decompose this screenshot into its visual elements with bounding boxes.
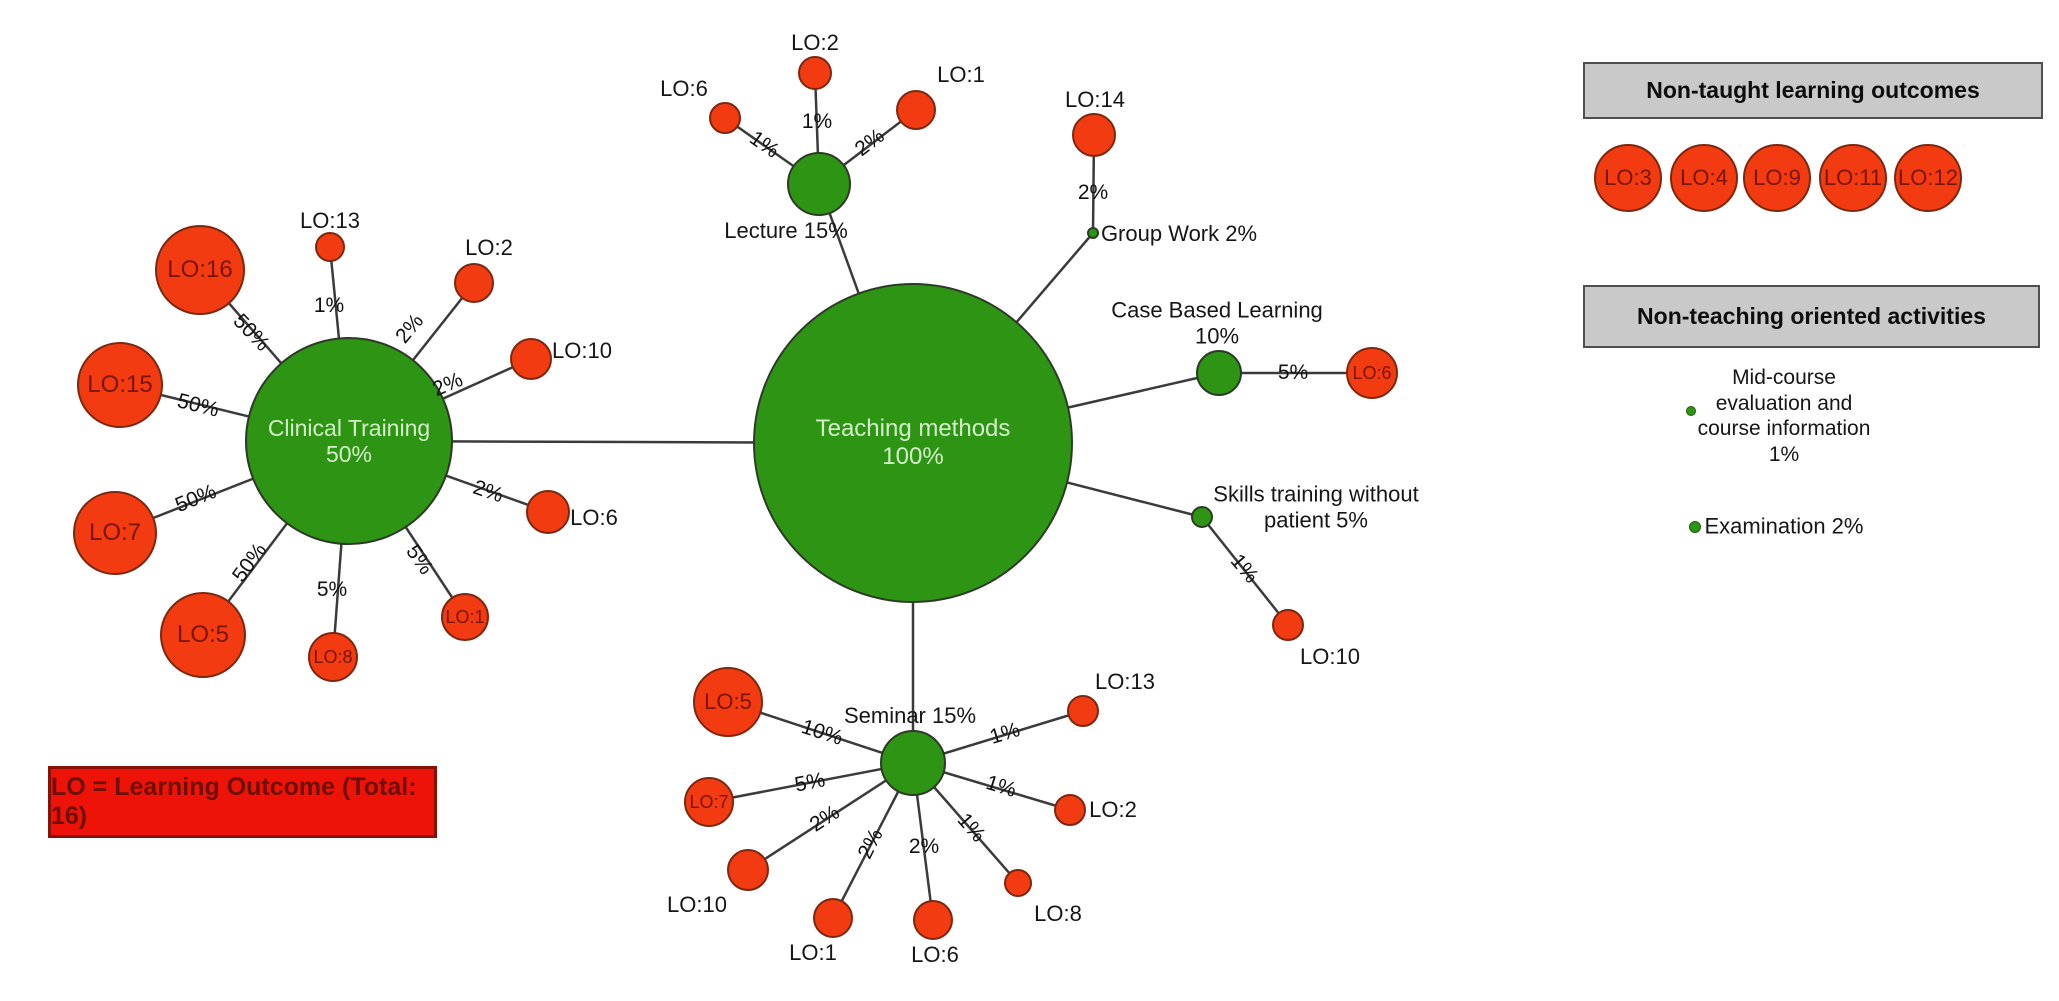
node-label-cl_lo2: LO:2: [465, 234, 513, 260]
node-cl_lo2: [454, 263, 494, 303]
node-nt_4: LO:12: [1894, 144, 1962, 212]
activity-label-1: Examination 2%: [1704, 513, 1864, 539]
node-label-lec_lo1: LO:1: [937, 61, 985, 87]
node-sem_lo10: [727, 849, 769, 891]
node-nt_2: LO:9: [1743, 144, 1811, 212]
node-sem_lo2: [1054, 794, 1086, 826]
edge-percent-label: 5%: [1277, 361, 1309, 384]
node-label-cb_lo6: LO:6: [1352, 362, 1392, 383]
node-sk_lo10: [1272, 609, 1304, 641]
edge-skills-sk_lo10: [1201, 516, 1289, 626]
node-cl_lo6: [526, 490, 570, 534]
node-lecture: [787, 152, 851, 216]
node-sem_lo7: LO:7: [684, 777, 734, 827]
node-label-cl_lo10: LO:10: [552, 337, 612, 363]
edge-percent-label: 1%: [313, 294, 345, 317]
node-label-sem_lo10: LO:10: [667, 891, 727, 917]
node-label-sem_lo7: LO:7: [689, 791, 729, 812]
node-label-cl_lo16: LO:16: [167, 256, 233, 284]
node-cl_lo10: [510, 338, 552, 380]
node-label-cl_lo5: LO:5: [176, 621, 230, 649]
node-label-cl_lo15: LO:15: [87, 371, 153, 399]
node-nt_1: LO:4: [1670, 144, 1738, 212]
node-lo14: [1072, 113, 1116, 157]
node-cl_lo1: LO:1: [441, 593, 489, 641]
node-lec_lo2: [798, 56, 832, 90]
node-seminar: [880, 730, 946, 796]
legend-learning-outcome-total: LO = Learning Outcome (Total: 16): [48, 766, 437, 838]
edge-percent-label: 2%: [1077, 181, 1109, 204]
node-label-sk_lo10: LO:10: [1300, 643, 1360, 669]
non-taught-learning-outcomes-header: Non-taught learning outcomes: [1583, 62, 2043, 119]
node-label-sem_lo1: LO:1: [789, 939, 837, 965]
node-label-cl_lo7: LO:7: [88, 519, 142, 547]
node-label-nt_4: LO:12: [1898, 165, 1958, 191]
node-cb_lo6: LO:6: [1346, 347, 1398, 399]
node-sem_lo13: [1067, 695, 1099, 727]
node-label-lo14: LO:14: [1065, 86, 1125, 112]
node-sem_lo6: [913, 900, 953, 940]
node-label-nt_1: LO:4: [1680, 165, 1728, 191]
node-label-nt_0: LO:3: [1604, 165, 1652, 191]
node-cl_lo13: [315, 232, 345, 262]
node-cl_lo16: LO:16: [155, 225, 245, 315]
node-label-clinical: Clinical Training 50%: [267, 414, 431, 467]
node-sem_lo8: [1004, 869, 1032, 897]
non-teaching-oriented-activities-header: Non-teaching oriented activities: [1583, 285, 2040, 348]
node-label-sem_lo8: LO:8: [1034, 900, 1082, 926]
node-label-skills: Skills training without patient 5%: [1213, 481, 1419, 533]
node-sem_lo5: LO:5: [693, 667, 763, 737]
node-label-sem_lo5: LO:5: [704, 689, 752, 715]
node-label-nt_3: LO:11: [1823, 165, 1883, 191]
edge-percent-label: 1%: [801, 110, 833, 133]
node-cl_lo5: LO:5: [160, 592, 246, 678]
node-label-lec_lo2: LO:2: [791, 29, 839, 55]
node-label-lecture: Lecture 15%: [724, 217, 848, 243]
node-label-casebased: Case Based Learning 10%: [1111, 297, 1323, 349]
node-nt_3: LO:11: [1819, 144, 1887, 212]
node-cl_lo8: LO:8: [308, 632, 358, 682]
node-teaching: Teaching methods 100%: [753, 283, 1073, 603]
node-label-cl_lo13: LO:13: [300, 207, 360, 233]
node-nt_0: LO:3: [1594, 144, 1662, 212]
activity-dot-1: [1689, 521, 1701, 533]
edge-percent-label: 5%: [316, 578, 348, 601]
node-label-cl_lo1: LO:1: [445, 606, 485, 627]
node-label-lec_lo6: LO:6: [660, 75, 708, 101]
node-clinical: Clinical Training 50%: [245, 337, 453, 545]
node-label-sem_lo13: LO:13: [1095, 668, 1155, 694]
node-label-sem_lo2: LO:2: [1089, 796, 1137, 822]
node-cl_lo15: LO:15: [77, 342, 163, 428]
node-label-teaching: Teaching methods 100%: [815, 415, 1011, 470]
node-skills: [1191, 506, 1213, 528]
node-sem_lo1: [813, 898, 853, 938]
node-label-seminar: Seminar 15%: [843, 702, 977, 728]
edge-seminar-sem_lo7: [708, 761, 914, 804]
node-cl_lo7: LO:7: [73, 491, 157, 575]
node-lec_lo1: [896, 90, 936, 130]
node-label-cl_lo6: LO:6: [570, 504, 618, 530]
node-casebased: [1196, 350, 1242, 396]
node-lec_lo6: [709, 102, 741, 134]
activity-label-0: Mid-course evaluation and course informa…: [1697, 365, 1871, 466]
node-label-cl_lo8: LO:8: [313, 646, 353, 667]
node-label-sem_lo6: LO:6: [911, 941, 959, 967]
node-label-nt_2: LO:9: [1753, 165, 1801, 191]
edge-percent-label: 2%: [908, 835, 940, 858]
node-groupwork: [1087, 227, 1099, 239]
node-label-groupwork: Group Work 2%: [1100, 220, 1258, 246]
activity-dot-0: [1686, 406, 1696, 416]
